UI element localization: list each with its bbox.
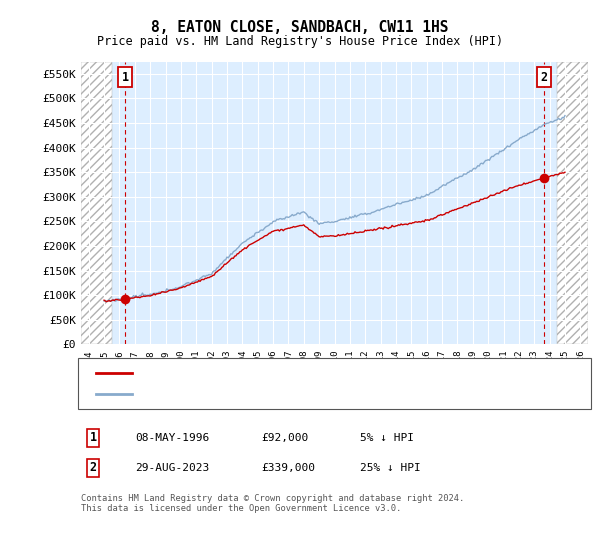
Text: 5% ↓ HPI: 5% ↓ HPI [360,433,414,443]
Text: 8, EATON CLOSE, SANDBACH, CW11 1HS (detached house): 8, EATON CLOSE, SANDBACH, CW11 1HS (deta… [138,368,444,379]
Text: 25% ↓ HPI: 25% ↓ HPI [360,463,421,473]
Text: 08-MAY-1996: 08-MAY-1996 [135,433,209,443]
Text: HPI: Average price, detached house, Cheshire East: HPI: Average price, detached house, Ches… [138,389,432,399]
Text: 8, EATON CLOSE, SANDBACH, CW11 1HS: 8, EATON CLOSE, SANDBACH, CW11 1HS [151,20,449,35]
Text: 2: 2 [541,71,548,83]
Text: £92,000: £92,000 [261,433,308,443]
Text: 2: 2 [89,461,97,474]
Text: Contains HM Land Registry data © Crown copyright and database right 2024.
This d: Contains HM Land Registry data © Crown c… [81,494,464,514]
Text: 29-AUG-2023: 29-AUG-2023 [135,463,209,473]
Text: £339,000: £339,000 [261,463,315,473]
Text: 1: 1 [121,71,128,83]
Text: Price paid vs. HM Land Registry's House Price Index (HPI): Price paid vs. HM Land Registry's House … [97,35,503,48]
Text: 1: 1 [89,431,97,445]
